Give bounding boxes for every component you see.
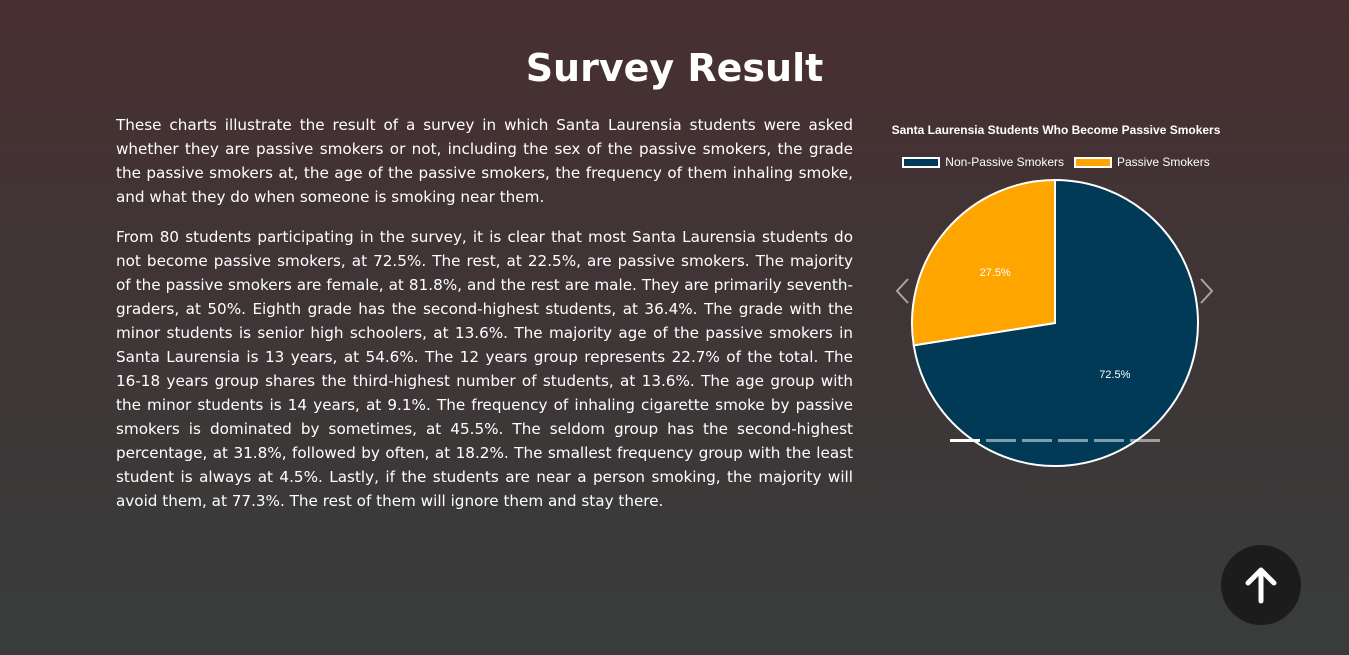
legend-label-non-passive: Non-Passive Smokers: [945, 155, 1064, 169]
legend-item-non-passive[interactable]: Non-Passive Smokers: [902, 155, 1064, 169]
carousel-indicator[interactable]: [986, 439, 1016, 442]
legend-swatch-non-passive: [902, 156, 941, 168]
carousel-next-button[interactable]: [1196, 276, 1216, 306]
arrow-up-icon: [1245, 567, 1277, 604]
chart-legend: Non-Passive Smokers Passive Smokers: [885, 155, 1227, 169]
carousel-prev-button[interactable]: [893, 276, 913, 306]
carousel-indicator[interactable]: [1058, 439, 1088, 442]
carousel-indicator[interactable]: [1130, 439, 1160, 442]
carousel-indicator[interactable]: [950, 439, 980, 442]
intro-paragraph: These charts illustrate the result of a …: [116, 116, 853, 206]
legend-label-passive: Passive Smokers: [1117, 155, 1210, 169]
chart-carousel: 72.5% 27.5% Santa Laurensia Students Who …: [885, 112, 1227, 472]
carousel-indicator[interactable]: [1022, 439, 1052, 442]
pie-chart: 72.5% 27.5%: [911, 178, 1199, 467]
chart-title: Santa Laurensia Students Who Become Pass…: [891, 123, 1221, 137]
results-paragraph: From 80 students participating in the su…: [116, 228, 853, 510]
chevron-left-icon: [895, 278, 909, 304]
carousel-indicator[interactable]: [1094, 439, 1124, 442]
carousel-indicators: [950, 439, 1160, 442]
page-title: Survey Result: [525, 46, 824, 90]
chevron-right-icon: [1200, 278, 1214, 304]
back-to-top-button[interactable]: [1221, 545, 1301, 625]
legend-item-passive[interactable]: Passive Smokers: [1074, 155, 1210, 169]
pie-slice-passive[interactable]: [911, 178, 1056, 347]
legend-swatch-passive: [1074, 156, 1112, 168]
pie-label-non-passive: 72.5%: [1099, 369, 1130, 381]
survey-description: These charts illustrate the result of a …: [116, 113, 853, 529]
pie-label-passive: 27.5%: [980, 267, 1011, 279]
